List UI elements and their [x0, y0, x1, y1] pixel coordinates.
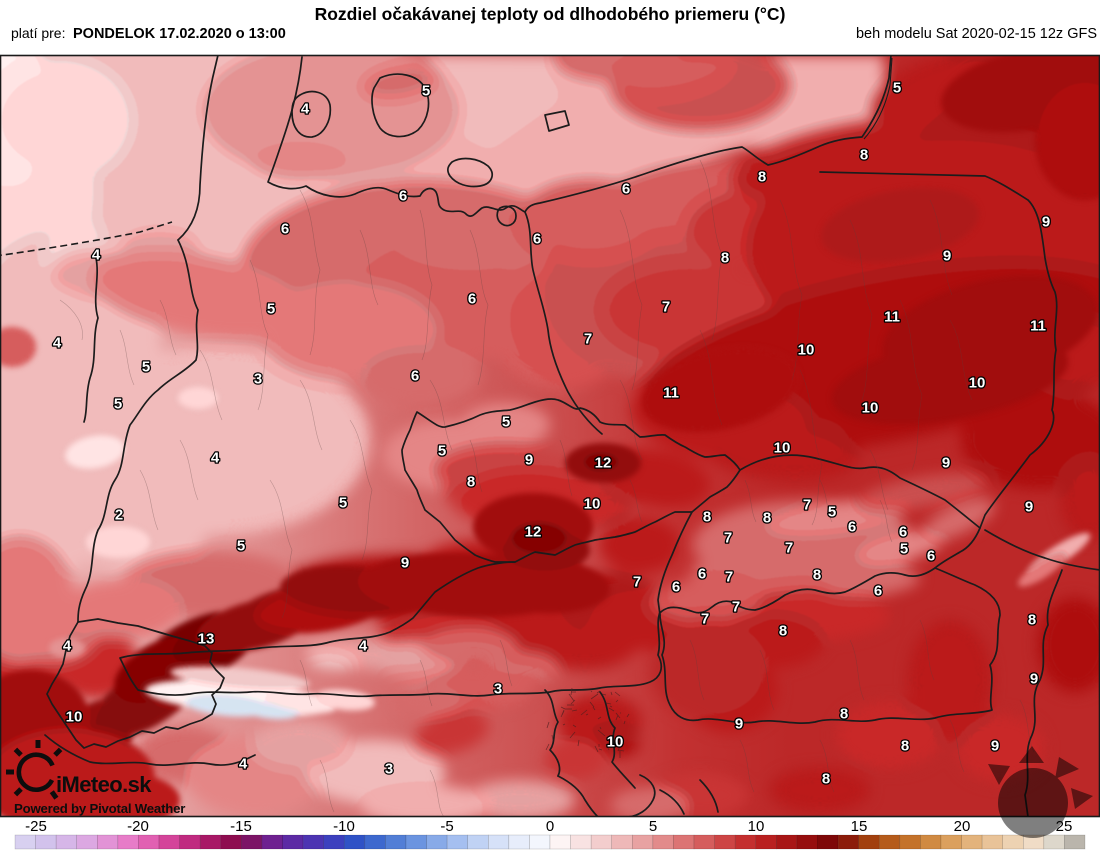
svg-text:-20: -20 [127, 818, 149, 835]
svg-text:6: 6 [468, 290, 476, 307]
svg-text:5: 5 [237, 537, 245, 554]
svg-text:3: 3 [494, 680, 502, 697]
svg-text:9: 9 [942, 454, 950, 471]
svg-text:6: 6 [899, 523, 907, 540]
svg-text:6: 6 [622, 180, 630, 197]
svg-text:platí pre:: platí pre: [11, 25, 65, 41]
svg-text:9: 9 [943, 247, 951, 264]
svg-text:7: 7 [633, 573, 641, 590]
svg-text:5: 5 [142, 358, 150, 375]
svg-text:5: 5 [502, 413, 510, 430]
svg-text:5: 5 [422, 82, 430, 99]
svg-text:13: 13 [198, 630, 215, 647]
svg-text:5: 5 [114, 395, 122, 412]
svg-text:9: 9 [735, 715, 743, 732]
svg-text:iMeteo.sk: iMeteo.sk [56, 772, 152, 797]
svg-text:7: 7 [725, 568, 733, 585]
svg-text:6: 6 [927, 547, 935, 564]
svg-text:9: 9 [525, 451, 533, 468]
svg-text:9: 9 [1030, 670, 1038, 687]
svg-text:4: 4 [63, 637, 72, 654]
svg-text:7: 7 [732, 598, 740, 615]
svg-text:10: 10 [969, 374, 986, 391]
svg-text:9: 9 [991, 737, 999, 754]
svg-text:8: 8 [901, 737, 909, 754]
svg-text:10: 10 [584, 495, 601, 512]
svg-text:6: 6 [672, 578, 680, 595]
svg-text:7: 7 [662, 298, 670, 315]
svg-text:4: 4 [211, 449, 220, 466]
svg-text:-25: -25 [25, 818, 47, 835]
svg-text:5: 5 [438, 442, 446, 459]
svg-text:10: 10 [774, 439, 791, 456]
svg-text:6: 6 [874, 582, 882, 599]
svg-text:-5: -5 [440, 818, 453, 835]
svg-text:11: 11 [1030, 317, 1046, 334]
svg-text:4: 4 [53, 334, 62, 351]
svg-text:8: 8 [860, 146, 868, 163]
svg-text:9: 9 [1042, 213, 1050, 230]
svg-text:8: 8 [703, 508, 711, 525]
svg-text:2: 2 [115, 506, 123, 523]
svg-text:Powered by Pivotal Weather: Powered by Pivotal Weather [14, 801, 185, 816]
svg-text:6: 6 [411, 367, 419, 384]
svg-text:7: 7 [803, 496, 811, 513]
svg-text:8: 8 [758, 168, 766, 185]
svg-text:6: 6 [698, 565, 706, 582]
svg-text:10: 10 [748, 818, 765, 835]
svg-text:7: 7 [701, 610, 709, 627]
svg-text:5: 5 [649, 818, 657, 835]
svg-text:10: 10 [862, 399, 879, 416]
svg-text:3: 3 [254, 370, 262, 387]
svg-text:-15: -15 [230, 818, 252, 835]
svg-text:8: 8 [813, 566, 821, 583]
svg-text:4: 4 [359, 637, 368, 654]
svg-text:15: 15 [851, 818, 868, 835]
svg-text:-10: -10 [333, 818, 355, 835]
svg-text:3: 3 [385, 760, 393, 777]
svg-text:10: 10 [798, 341, 815, 358]
svg-text:7: 7 [785, 539, 793, 556]
svg-text:10: 10 [66, 708, 83, 725]
svg-text:9: 9 [1025, 498, 1033, 515]
svg-text:8: 8 [763, 509, 771, 526]
svg-text:5: 5 [893, 79, 901, 96]
svg-text:7: 7 [584, 330, 592, 347]
svg-text:11: 11 [884, 308, 900, 325]
svg-text:8: 8 [779, 622, 787, 639]
svg-text:4: 4 [92, 246, 101, 263]
svg-text:8: 8 [467, 473, 475, 490]
svg-text:0: 0 [546, 818, 554, 835]
svg-text:12: 12 [595, 454, 612, 471]
svg-text:20: 20 [954, 818, 971, 835]
svg-text:5: 5 [828, 503, 836, 520]
svg-text:5: 5 [900, 540, 908, 557]
svg-text:11: 11 [663, 384, 679, 401]
svg-text:4: 4 [239, 755, 248, 772]
svg-text:8: 8 [721, 249, 729, 266]
svg-text:8: 8 [822, 770, 830, 787]
svg-text:6: 6 [399, 187, 407, 204]
svg-text:5: 5 [267, 300, 275, 317]
svg-text:6: 6 [281, 220, 289, 237]
svg-text:8: 8 [1028, 611, 1036, 628]
svg-text:6: 6 [533, 230, 541, 247]
svg-text:5: 5 [339, 494, 347, 511]
svg-text:10: 10 [607, 733, 624, 750]
svg-text:PONDELOK 17.02.2020 o 13:00: PONDELOK 17.02.2020 o 13:00 [73, 26, 286, 42]
svg-text:Rozdiel očakávanej teploty od: Rozdiel očakávanej teploty od dlhodobého… [315, 4, 786, 24]
svg-text:4: 4 [301, 100, 310, 117]
svg-text:8: 8 [840, 705, 848, 722]
svg-text:12: 12 [525, 523, 542, 540]
svg-text:7: 7 [724, 529, 732, 546]
svg-text:9: 9 [401, 554, 409, 571]
svg-text:6: 6 [848, 518, 856, 535]
svg-text:beh modelu Sat 2020-02-15 12z: beh modelu Sat 2020-02-15 12z GFS [856, 26, 1097, 42]
